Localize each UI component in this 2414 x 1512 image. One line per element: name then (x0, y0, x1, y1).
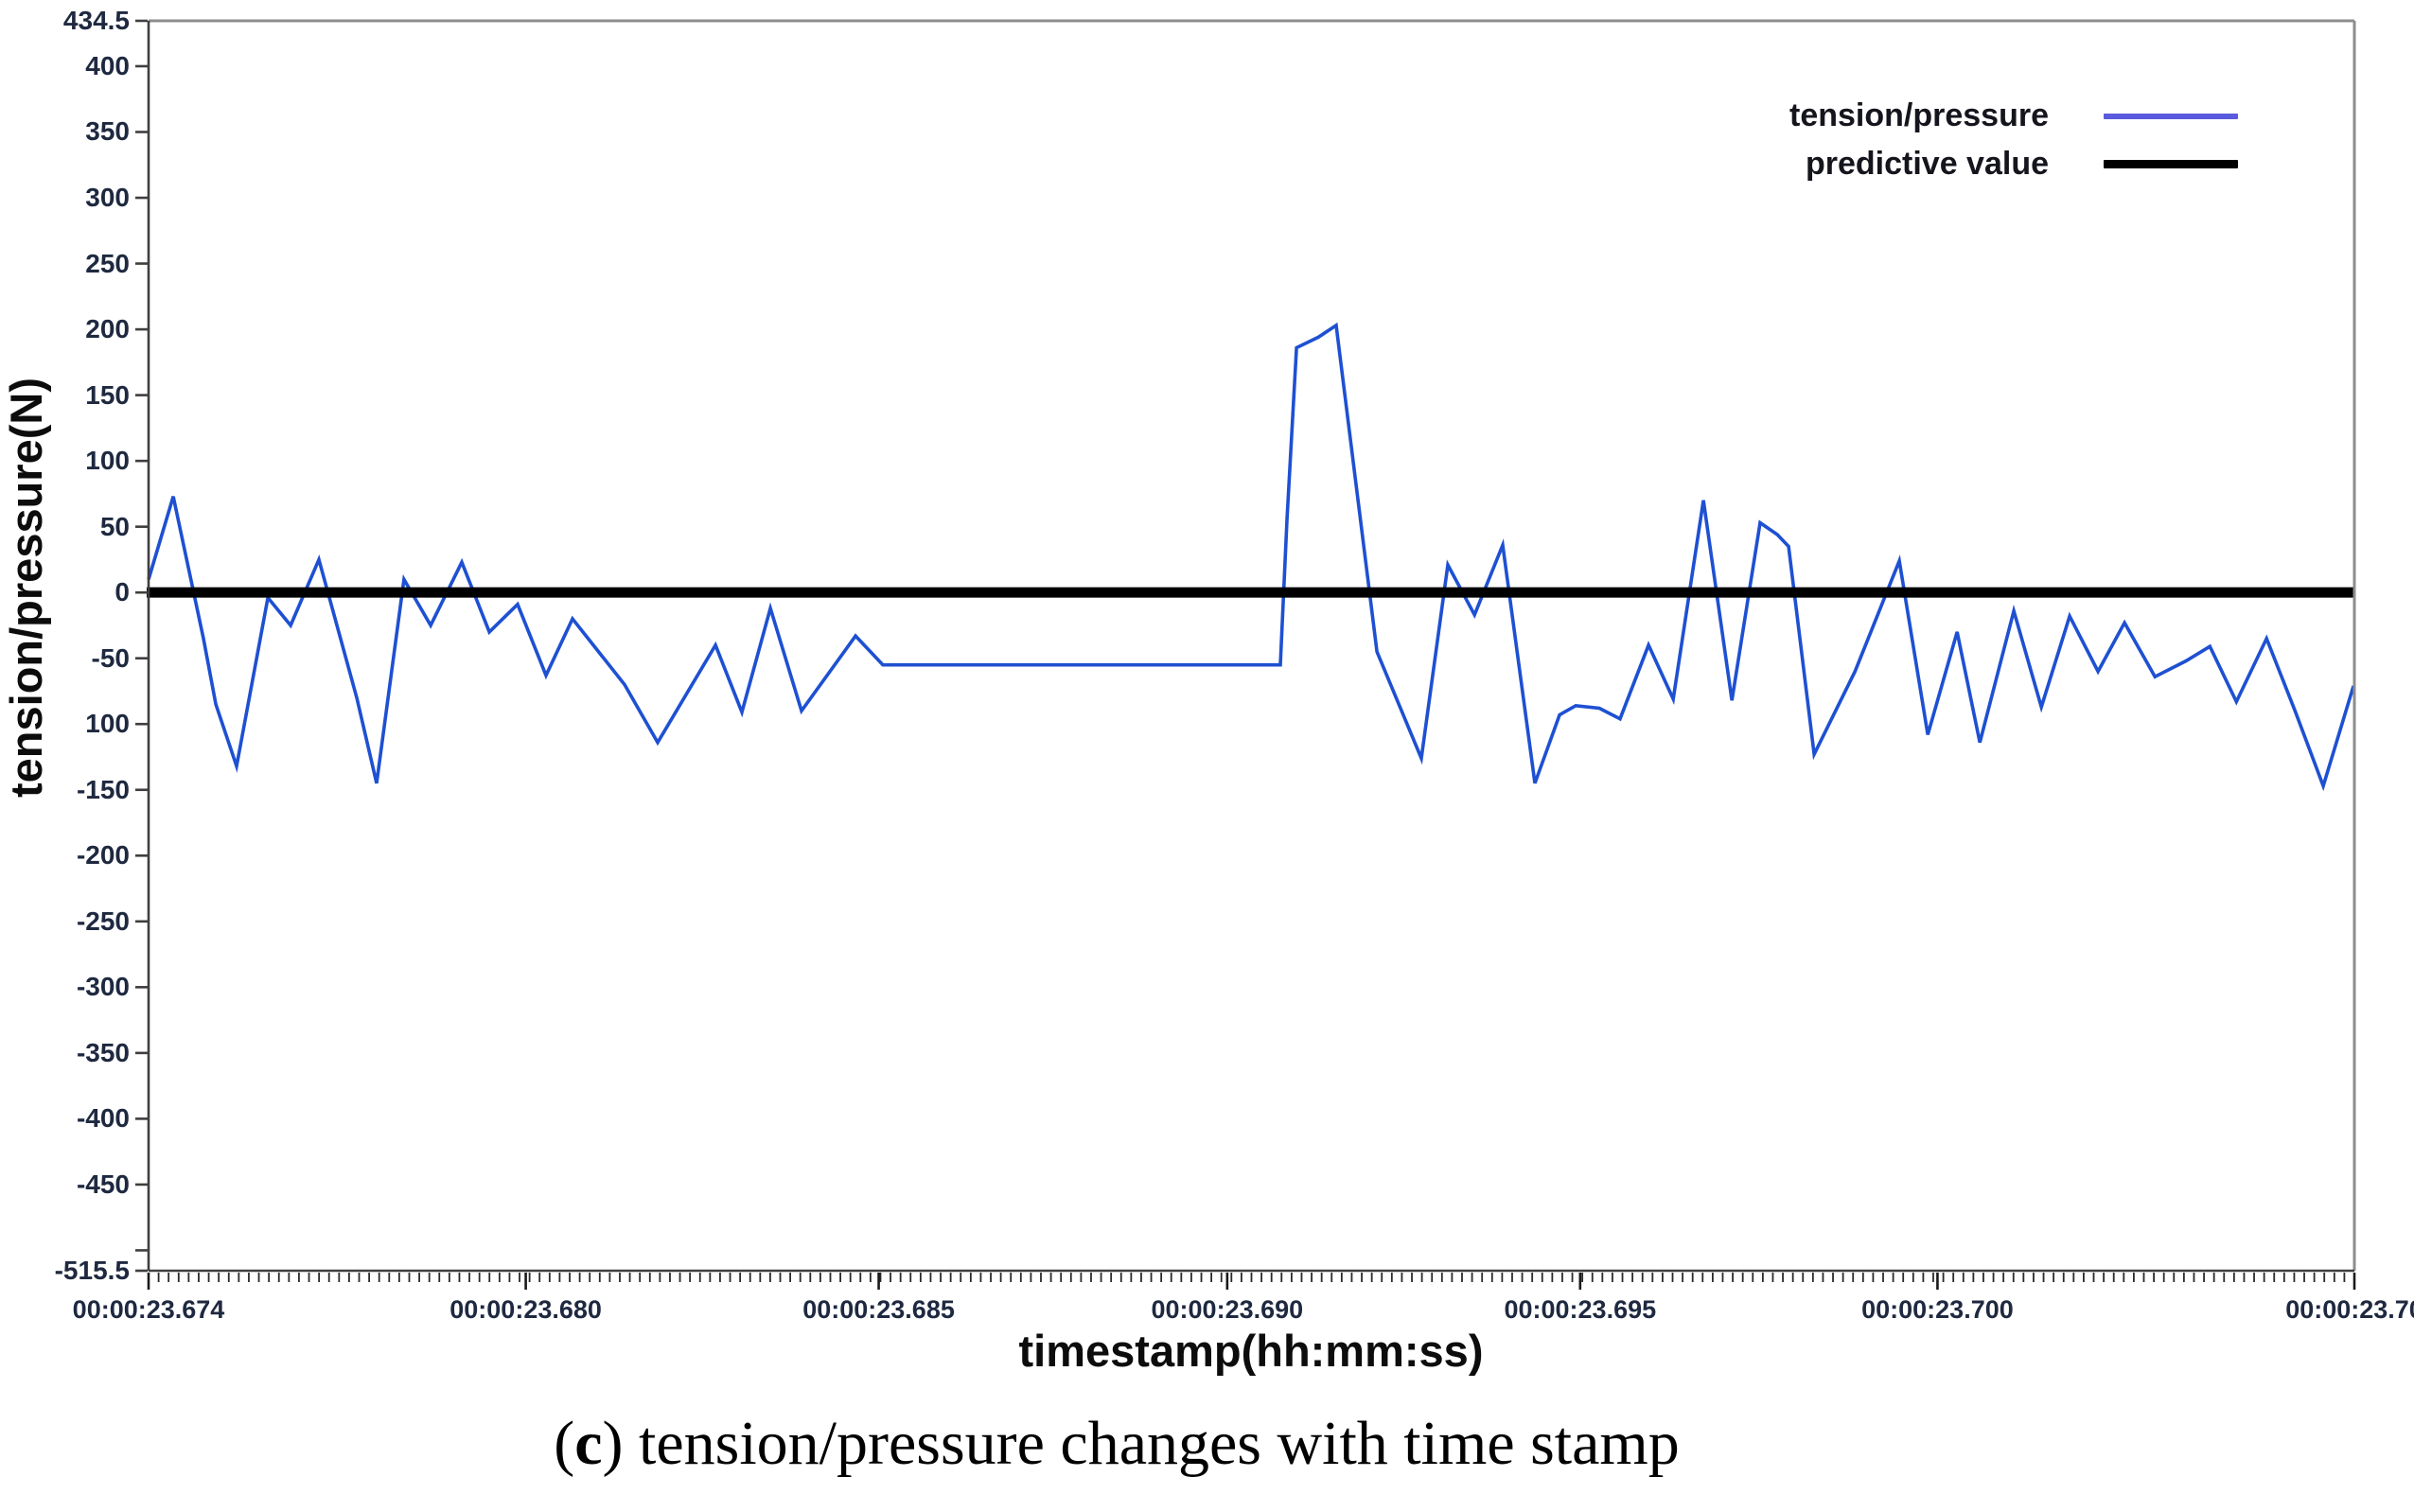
y-tick-label: 200 (85, 314, 130, 344)
y-tick-label: -450 (76, 1169, 130, 1199)
y-tick-label: -350 (76, 1037, 130, 1067)
y-tick-label: 0 (115, 577, 130, 607)
legend-line-swatch (2104, 160, 2238, 168)
y-tick-label: 50 (99, 511, 130, 541)
y-tick-label: -300 (76, 972, 130, 1002)
x-tick-label: 00:00:23.680 (449, 1295, 602, 1324)
y-tick-label: 350 (85, 116, 130, 147)
legend: tension/pressure predictive value (1741, 92, 2238, 188)
x-tick-label: 00:00:23.685 (802, 1295, 955, 1324)
y-tick-label: 400 (85, 50, 130, 80)
y-tick-label: 100 (85, 709, 130, 739)
legend-row: tension/pressure (1741, 92, 2238, 140)
x-tick-label: 00:00:23.700 (1861, 1295, 2014, 1324)
x-axis-title: timestamp(hh:mm:ss) (1018, 1326, 1484, 1376)
y-tick-label: 250 (85, 248, 130, 278)
y-tick-label: 300 (85, 183, 130, 213)
x-tick-label: 00:00:23.695 (1504, 1295, 1657, 1324)
y-tick-label: 100 (85, 446, 130, 476)
caption-paren-open: ( (554, 1409, 575, 1478)
x-tick-label: 00:00:23.674 (72, 1295, 225, 1324)
tension-pressure-line (147, 322, 2355, 792)
y-tick-label: -200 (76, 840, 130, 870)
legend-label: predictive value (1805, 146, 2049, 182)
y-axis-title: tension/pressure(N) (1, 378, 51, 798)
y-tick-label: 434.5 (62, 6, 130, 35)
figure-caption: (c) tension/pressure changes with time s… (170, 1408, 2063, 1480)
y-tick-label: -150 (76, 774, 130, 804)
legend-label: tension/pressure (1789, 97, 2049, 133)
caption-letter: c (574, 1409, 603, 1478)
caption-paren-close: ) (602, 1409, 624, 1478)
y-tick-label: -50 (91, 642, 130, 673)
y-tick-label: -250 (76, 905, 130, 936)
x-tick-label: 00:00:23.690 (1151, 1295, 1304, 1324)
legend-line-swatch (2104, 113, 2238, 119)
y-tick-label: -515.5 (54, 1256, 130, 1285)
y-tick-label: -400 (76, 1103, 130, 1134)
caption-text: tension/pressure changes with time stamp (623, 1409, 1680, 1478)
x-tick-label: 00:00:23.70 (2285, 1295, 2414, 1324)
legend-row: predictive value (1741, 140, 2238, 188)
y-tick-label: 150 (85, 379, 130, 410)
